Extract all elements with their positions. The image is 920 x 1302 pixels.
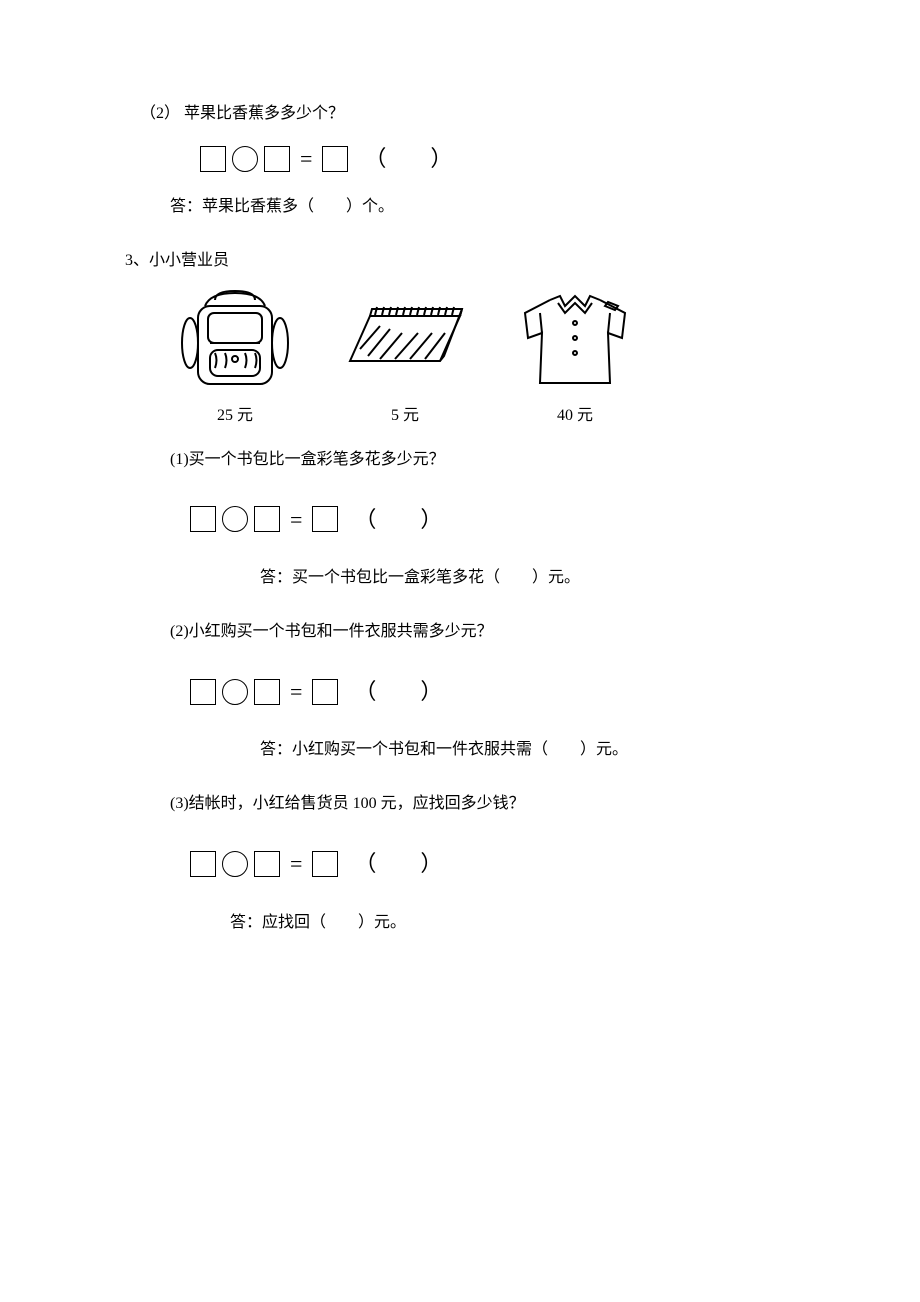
eq-box[interactable] <box>190 506 216 532</box>
q2-label: （2） 苹果比香蕉多多少个？ <box>140 100 780 129</box>
backpack-price: 25 元 <box>217 402 253 431</box>
eq-paren[interactable]: （ ） <box>354 500 442 540</box>
q3-sub3-answer[interactable]: 答：应找回（ ）元。 <box>140 909 780 938</box>
q3-sub2-label: (2)小红购买一个书包和一件衣服共需多少元？ <box>140 618 780 647</box>
eq-box[interactable] <box>254 679 280 705</box>
items-row: 25 元 5 元 <box>140 286 780 431</box>
item-backpack: 25 元 <box>170 286 300 431</box>
eq-box[interactable] <box>312 851 338 877</box>
q3-sub3-equation: = （ ） <box>140 844 780 884</box>
shirt-icon <box>510 286 640 396</box>
item-shirt: 40 元 <box>510 286 640 431</box>
eq-box[interactable] <box>200 146 226 172</box>
q3-sub1-answer[interactable]: 答：买一个书包比一盒彩笔多花（ ）元。 <box>140 564 780 593</box>
eq-paren[interactable]: （ ） <box>354 672 442 712</box>
q3-sub1-equation: = （ ） <box>140 500 780 540</box>
eq-box[interactable] <box>322 146 348 172</box>
eq-box[interactable] <box>264 146 290 172</box>
eq-box[interactable] <box>190 679 216 705</box>
pencils-price: 5 元 <box>391 402 419 431</box>
eq-equals: = <box>290 500 302 540</box>
q3-sub2-answer[interactable]: 答：小红购买一个书包和一件衣服共需（ ）元。 <box>140 736 780 765</box>
shirt-price: 40 元 <box>557 402 593 431</box>
eq-circle[interactable] <box>222 851 248 877</box>
eq-circle[interactable] <box>222 506 248 532</box>
eq-paren[interactable]: （ ） <box>354 844 442 884</box>
eq-circle[interactable] <box>232 146 258 172</box>
eq-equals: = <box>300 139 312 179</box>
item-pencils: 5 元 <box>340 286 470 431</box>
eq-box[interactable] <box>254 851 280 877</box>
q2-answer[interactable]: 答：苹果比香蕉多（ ）个。 <box>140 193 780 222</box>
pencils-icon <box>340 286 470 396</box>
backpack-icon <box>170 286 300 396</box>
q3-sub3-label: (3)结帐时，小红给售货员 100 元，应找回多少钱？ <box>140 790 780 819</box>
eq-paren[interactable]: （ ） <box>364 139 452 179</box>
eq-equals: = <box>290 844 302 884</box>
eq-box[interactable] <box>254 506 280 532</box>
eq-box[interactable] <box>312 506 338 532</box>
eq-equals: = <box>290 672 302 712</box>
q3-sub2-equation: = （ ） <box>140 672 780 712</box>
eq-circle[interactable] <box>222 679 248 705</box>
eq-box[interactable] <box>312 679 338 705</box>
q2-equation: = （ ） <box>140 139 780 179</box>
q3-sub1-label: (1)买一个书包比一盒彩笔多花多少元？ <box>140 446 780 475</box>
q3-label: 3、小小营业员 <box>125 247 780 276</box>
eq-box[interactable] <box>190 851 216 877</box>
